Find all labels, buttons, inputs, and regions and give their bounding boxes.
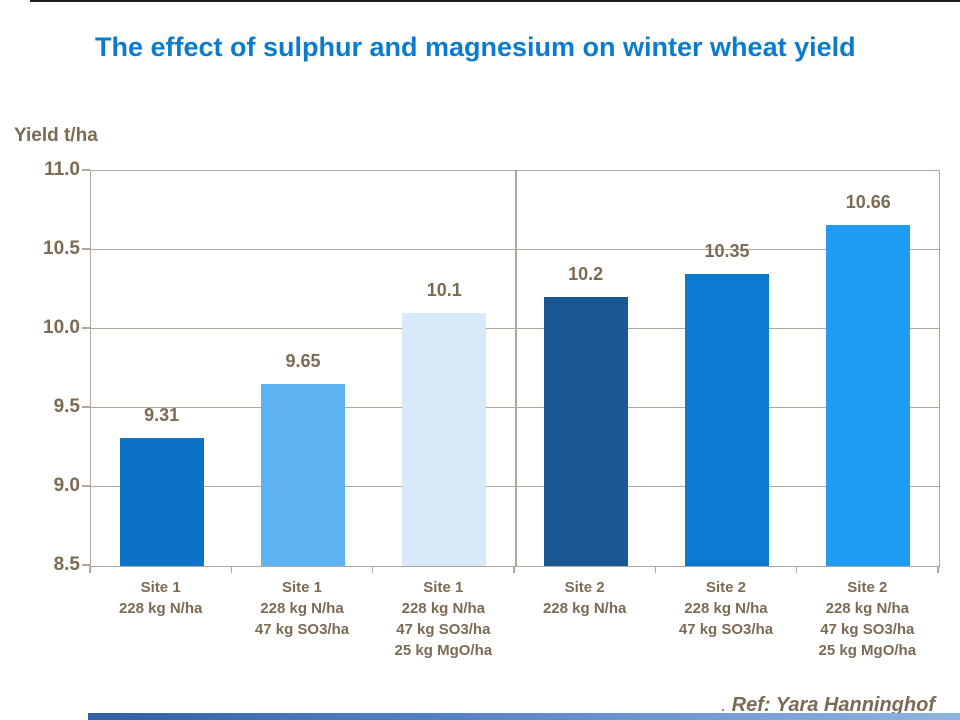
chart-title: The effect of sulphur and magnesium on w… (95, 32, 856, 62)
x-tick-mark (937, 566, 939, 573)
group-divider-line (515, 171, 517, 566)
x-tick-mark (795, 566, 798, 573)
y-tick-label: 11.0 (44, 159, 80, 180)
y-tick-label: 9.5 (53, 396, 80, 417)
category-label-line: 228 kg N/ha (401, 600, 485, 617)
bar (543, 297, 628, 566)
x-tick-mark (654, 566, 657, 573)
x-axis-category-label: Site 2 228 kg N/ha 47 kg SO3/ha 25 kg MgO/h… (797, 577, 938, 661)
bar-value-label: 9.65 (285, 351, 321, 372)
bar-slot: 10.66 (798, 171, 939, 566)
reference-note: . Ref: Yara Hanninghof (721, 694, 935, 717)
x-tick-mark (89, 566, 91, 573)
category-label-line: Site 2 (564, 579, 605, 596)
bar-value-label: 10.2 (568, 264, 604, 285)
bars-row: 9.31 9.65 10.1 10.2 10.35 10.66 (91, 171, 939, 566)
category-label-line: Site 1 (423, 579, 464, 596)
reference-text: Ref: Yara Hanninghof (731, 694, 935, 716)
category-label-line: 228 kg N/ha (542, 600, 627, 617)
y-tick-mark (82, 248, 90, 250)
category-label-line: Site 1 (140, 579, 181, 596)
category-label-line: 228 kg N/ha (118, 600, 203, 617)
x-tick-mark (371, 566, 374, 573)
x-tick-mark (230, 566, 233, 573)
x-axis-category-label: Site 2 228 kg N/ha 47 kg SO3/ha (655, 577, 796, 661)
x-axis-category-label: Site 1 228 kg N/ha (90, 577, 231, 661)
bar (119, 438, 204, 566)
bar-slot: 10.35 (656, 171, 797, 566)
y-tick-mark (82, 169, 90, 171)
category-label-line: Site 2 (705, 579, 746, 596)
x-axis-category-labels: Site 1 228 kg N/ha Site 1 228 kg N/ha 47 kg … (90, 577, 938, 661)
category-label-line: Site 2 (847, 579, 888, 596)
x-axis-category-label: Site 1 228 kg N/ha 47 kg SO3/ha 25 kg MgO/h… (373, 577, 514, 661)
plot-area: 9.31 9.65 10.1 10.2 10.35 10.66 (90, 170, 940, 567)
category-label-line: 228 kg N/ha (260, 600, 344, 617)
top-accent-line (30, 0, 960, 2)
y-tick-label: 10.5 (43, 238, 80, 259)
y-tick-label: 8.5 (53, 554, 80, 575)
bar-slot: 9.65 (232, 171, 373, 566)
x-tick-mark (513, 566, 515, 573)
bar (684, 273, 769, 566)
x-axis-category-label: Site 1 228 kg N/ha 47 kg SO3/ha (231, 577, 372, 661)
category-label-line: 47 kg SO3/ha (396, 621, 491, 638)
bar-value-label: 10.66 (845, 191, 891, 212)
category-label-line: 47 kg SO3/ha (678, 621, 774, 638)
bar-slot: 10.1 (374, 171, 515, 566)
x-axis-category-label: Site 2 228 kg N/ha (514, 577, 655, 661)
category-label-line: Site 1 (281, 579, 322, 596)
y-tick-label: 10.0 (43, 317, 80, 338)
y-tick-mark (82, 485, 90, 487)
y-tick-label: 9.0 (53, 475, 80, 496)
bar (826, 224, 911, 566)
bar (402, 313, 487, 566)
reference-prefix-dot: . (721, 700, 725, 714)
y-tick-mark (82, 564, 90, 566)
y-tick-mark (82, 406, 90, 408)
y-tick-mark (82, 327, 90, 329)
category-label-line: 47 kg SO3/ha (820, 621, 915, 638)
footer-gradient-bar (88, 713, 960, 720)
bar (260, 384, 345, 566)
bar-value-label: 10.35 (704, 240, 750, 261)
category-label-line: 228 kg N/ha (825, 600, 909, 617)
bar-value-label: 10.1 (426, 280, 462, 301)
category-label-line: 25 kg MgO/ha (394, 642, 493, 659)
bar-value-label: 9.31 (144, 405, 180, 426)
bar-slot: 10.2 (515, 171, 656, 566)
y-axis-title: Yield t/ha (14, 125, 98, 146)
category-label-line: 228 kg N/ha (684, 600, 768, 617)
category-label-line: 25 kg MgO/ha (818, 642, 917, 659)
bar-slot: 9.31 (91, 171, 232, 566)
category-label-line: 47 kg SO3/ha (254, 621, 350, 638)
